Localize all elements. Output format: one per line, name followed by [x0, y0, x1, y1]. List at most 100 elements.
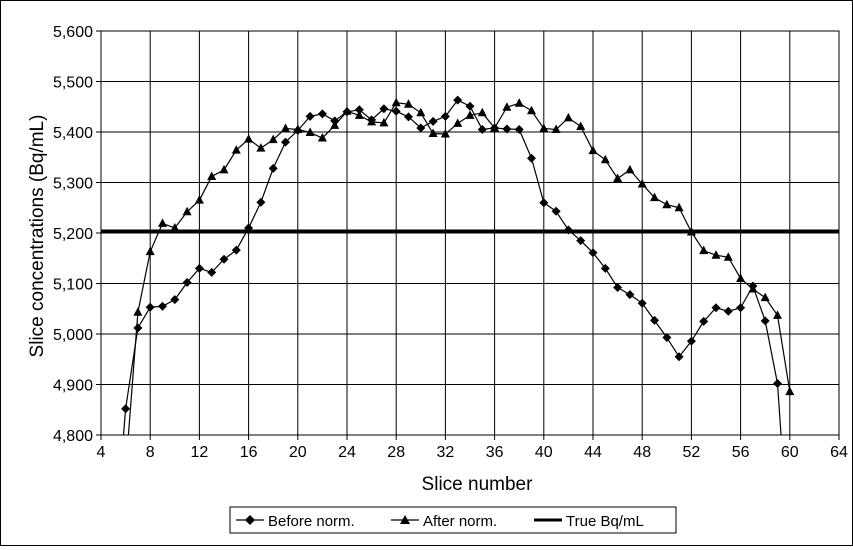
data-point-diamond	[711, 303, 721, 313]
x-axis-title: Slice number	[422, 474, 534, 495]
data-point-triangle	[133, 307, 143, 316]
triangle-marker-icon	[400, 515, 410, 524]
data-point-diamond	[145, 302, 155, 312]
data-point-diamond	[539, 198, 549, 208]
legend-item-true: True Bq/mL	[534, 513, 644, 530]
data-point-diamond	[723, 306, 733, 316]
legend-label-true: True Bq/mL	[566, 513, 644, 530]
x-tick-label: 12	[191, 444, 209, 461]
data-point-diamond	[207, 267, 217, 277]
x-tick-label: 32	[437, 444, 455, 461]
y-tick-label: 5,500	[53, 75, 93, 92]
data-point-triangle	[674, 202, 684, 212]
data-point-triangle	[502, 102, 512, 111]
legend-item-before: Before norm.	[236, 513, 355, 530]
data-point-diamond	[576, 236, 586, 246]
x-tick-label: 16	[240, 444, 258, 461]
data-point-triangle	[477, 107, 487, 117]
data-point-triangle	[465, 110, 475, 119]
data-point-triangle	[182, 206, 192, 216]
data-point-triangle	[330, 120, 340, 129]
data-point-triangle	[514, 98, 524, 107]
x-tick-label: 24	[338, 444, 356, 461]
data-point-diamond	[514, 124, 524, 134]
data-point-triangle	[145, 246, 155, 256]
data-point-triangle	[613, 173, 623, 182]
data-point-diamond	[699, 316, 709, 326]
data-point-triangle	[244, 134, 254, 143]
x-tick-label: 40	[535, 444, 553, 461]
y-tick-label: 5,000	[53, 327, 93, 344]
data-point-diamond	[736, 303, 746, 313]
x-tick-label: 60	[781, 444, 799, 461]
data-point-triangle	[268, 134, 278, 144]
data-point-triangle	[342, 106, 352, 115]
series-line	[127, 102, 791, 435]
data-point-triangle	[588, 145, 598, 155]
data-point-triangle	[281, 123, 290, 132]
data-point-triangle	[194, 195, 204, 204]
data-point-triangle	[785, 386, 795, 396]
data-point-triangle	[293, 124, 303, 133]
data-point-triangle	[539, 123, 549, 132]
data-point-triangle	[354, 110, 364, 119]
data-point-triangle	[158, 218, 167, 227]
data-point-diamond	[121, 404, 131, 414]
data-point-triangle	[440, 129, 450, 138]
data-point-triangle	[773, 310, 782, 319]
data-point-triangle	[527, 105, 536, 115]
data-point-diamond	[317, 109, 327, 119]
x-tick-label: 44	[584, 444, 602, 461]
data-point-triangle	[453, 118, 463, 127]
data-point-diamond	[354, 105, 364, 115]
y-tick-label: 5,400	[53, 125, 93, 142]
data-point-diamond	[773, 378, 782, 388]
data-point-triangle	[379, 117, 389, 127]
data-point-triangle	[231, 145, 241, 154]
data-point-triangle	[748, 284, 758, 293]
data-point-diamond	[650, 315, 659, 325]
data-point-triangle	[404, 99, 413, 108]
legend-item-after: After norm.	[391, 513, 497, 530]
data-point-triangle	[305, 127, 315, 137]
series-group	[101, 95, 839, 435]
data-point-triangle	[551, 124, 561, 133]
data-point-diamond	[194, 263, 204, 273]
data-point-triangle	[563, 112, 573, 122]
data-point-triangle	[699, 245, 709, 255]
y-tick-label: 5,200	[53, 226, 93, 243]
data-point-diamond	[760, 316, 770, 326]
y-tick-label: 4,900	[53, 378, 93, 395]
legend: Before norm. After norm. True Bq/mL	[229, 506, 677, 534]
data-point-diamond	[613, 283, 623, 293]
x-tick-label: 20	[289, 444, 307, 461]
data-point-triangle	[428, 128, 438, 138]
y-tick-label: 5,300	[53, 176, 93, 193]
data-point-triangle	[600, 154, 610, 164]
data-point-triangle	[711, 250, 721, 259]
y-tick-label: 5,600	[53, 24, 93, 41]
series-line	[122, 99, 782, 435]
data-point-triangle	[170, 222, 180, 232]
data-point-diamond	[600, 263, 610, 273]
data-point-diamond	[502, 124, 512, 134]
data-point-triangle	[736, 273, 746, 282]
data-point-triangle	[317, 133, 327, 142]
y-tick-label: 4,800	[53, 428, 93, 445]
data-point-diamond	[588, 248, 598, 258]
data-point-diamond	[404, 112, 413, 122]
data-point-triangle	[637, 179, 647, 188]
x-tick-label: 64	[830, 444, 848, 461]
data-point-diamond	[637, 298, 647, 308]
data-point-diamond	[182, 277, 192, 287]
data-point-diamond	[256, 197, 266, 207]
x-tick-label: 36	[486, 444, 504, 461]
data-point-triangle	[723, 252, 733, 261]
data-point-diamond	[170, 295, 180, 305]
data-point-diamond	[133, 323, 143, 333]
data-point-triangle	[576, 121, 586, 130]
y-axis-title: Slice concentrations (Bq/mL)	[27, 115, 48, 358]
data-point-diamond	[231, 245, 241, 255]
data-point-diamond	[686, 336, 696, 346]
data-point-diamond	[477, 124, 487, 134]
